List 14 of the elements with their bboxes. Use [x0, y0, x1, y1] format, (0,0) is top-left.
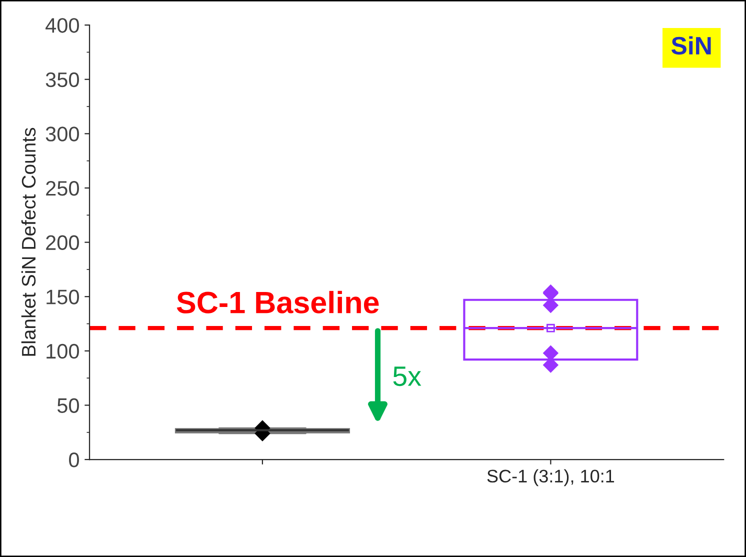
y-tick-label: 300	[46, 126, 79, 142]
y-tick-label: 100	[46, 344, 79, 359]
annotation: 5x	[393, 366, 422, 386]
y-tick-label: 200	[46, 235, 79, 250]
y-tick-label: 50	[57, 398, 79, 413]
y-tick-label: 350	[46, 72, 79, 88]
ref-line-label: SC-1 Baseline	[176, 290, 379, 314]
y-tick-label: 400	[46, 18, 79, 33]
y-tick-label: 250	[46, 180, 79, 196]
y-tick-label: 150	[46, 290, 79, 304]
y-axis-title: Blanket SiN Defect Counts	[21, 128, 36, 356]
annotation: SiN	[671, 36, 711, 55]
y-tick-label: 0	[69, 452, 79, 468]
x-tick-label: SC-1 (3:1), 10:1	[487, 469, 614, 486]
